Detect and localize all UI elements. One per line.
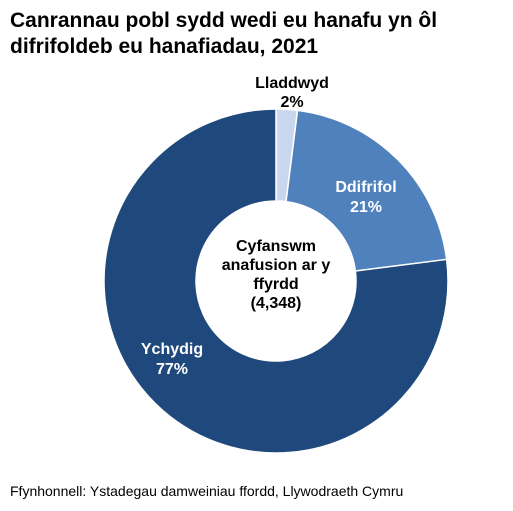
label-ddifrifol-name: Ddifrifol bbox=[335, 179, 396, 196]
chart-title-line-1: Canrannau pobl sydd wedi eu hanafu yn ôl bbox=[10, 9, 438, 32]
source-note: Ffynhonnell: Ystadegau damweiniau ffordd… bbox=[10, 483, 404, 499]
slice-labels: Lladdwyd 2% Ddifrifol 21% Ychydig 77% bbox=[141, 75, 397, 378]
center-label: Cyfanswm anafusion ar y ffyrdd (4,348) bbox=[222, 238, 331, 312]
center-label-line-4: (4,348) bbox=[251, 295, 302, 312]
label-lladdwyd-name: Lladdwyd bbox=[255, 75, 329, 92]
label-ddifrifol-value: 21% bbox=[350, 199, 382, 216]
donut-slices bbox=[103, 108, 449, 454]
label-ychydig-name: Ychydig bbox=[141, 341, 203, 358]
chart-title: Canrannau pobl sydd wedi eu hanafu yn ôl… bbox=[10, 8, 510, 60]
center-label-line-2: anafusion ar y bbox=[222, 257, 331, 274]
label-ychydig-value: 77% bbox=[156, 361, 188, 378]
slice-ddifrifol bbox=[285, 109, 448, 272]
label-lladdwyd-value: 2% bbox=[280, 94, 303, 111]
chart-title-line-2: difrifoldeb eu hanafiadau, 2021 bbox=[10, 35, 319, 58]
center-label-line-3: ffyrdd bbox=[253, 276, 298, 293]
center-label-line-1: Cyfanswm bbox=[236, 238, 316, 255]
slice-ychydig bbox=[103, 108, 449, 454]
